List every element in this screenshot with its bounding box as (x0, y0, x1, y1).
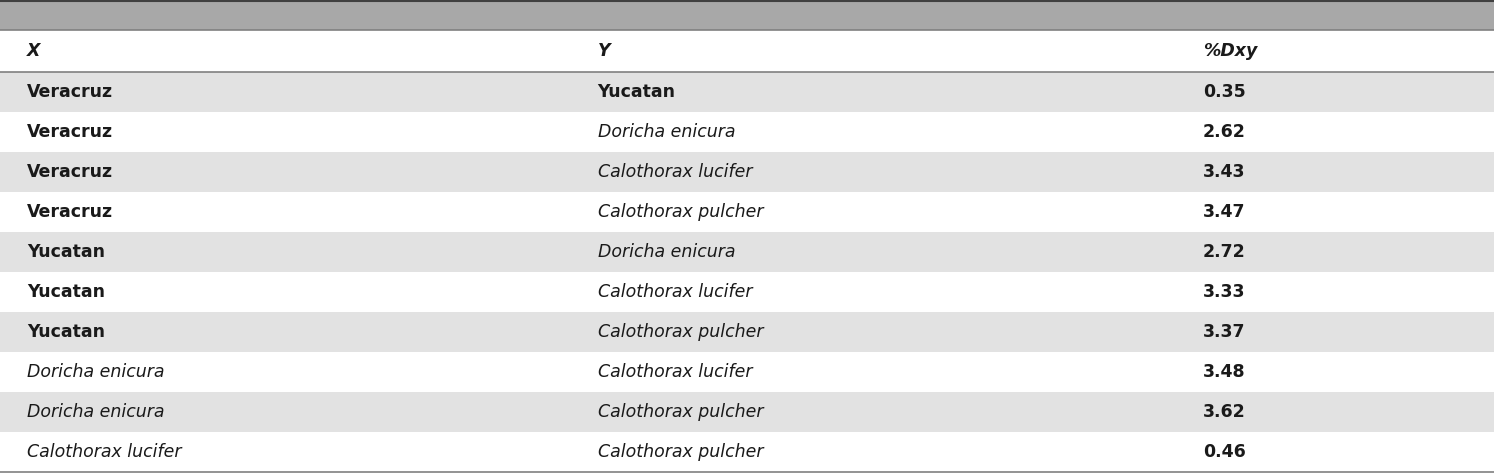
Text: Y: Y (598, 42, 610, 60)
Text: 3.62: 3.62 (1203, 403, 1246, 421)
Text: Calothorax lucifer: Calothorax lucifer (27, 443, 181, 461)
Text: Yucatan: Yucatan (598, 83, 675, 101)
Text: Doricha enicura: Doricha enicura (27, 403, 164, 421)
Text: Calothorax lucifer: Calothorax lucifer (598, 163, 751, 181)
Text: Calothorax pulcher: Calothorax pulcher (598, 203, 763, 221)
Bar (0, 0, 1494, 30)
Text: 3.43: 3.43 (1203, 163, 1245, 181)
Text: Calothorax lucifer: Calothorax lucifer (598, 283, 751, 301)
Text: Calothorax lucifer: Calothorax lucifer (598, 363, 751, 381)
Bar (0, 152, 1494, 192)
Text: 3.37: 3.37 (1203, 323, 1245, 341)
Text: Veracruz: Veracruz (27, 203, 114, 221)
Bar (0, 432, 1494, 472)
Text: Yucatan: Yucatan (27, 243, 105, 261)
Text: Veracruz: Veracruz (27, 123, 114, 141)
Bar (0, 232, 1494, 272)
Text: X: X (27, 42, 40, 60)
Bar (0, 192, 1494, 232)
Text: 2.72: 2.72 (1203, 243, 1246, 261)
Text: 3.33: 3.33 (1203, 283, 1245, 301)
Text: Veracruz: Veracruz (27, 83, 114, 101)
Bar (0, 30, 1494, 72)
Text: 0.46: 0.46 (1203, 443, 1246, 461)
Text: Veracruz: Veracruz (27, 163, 114, 181)
Bar (0, 312, 1494, 352)
Text: Doricha enicura: Doricha enicura (27, 363, 164, 381)
Text: Yucatan: Yucatan (27, 283, 105, 301)
Text: Calothorax pulcher: Calothorax pulcher (598, 323, 763, 341)
Text: 3.48: 3.48 (1203, 363, 1246, 381)
Bar (0, 392, 1494, 432)
Bar (0, 112, 1494, 152)
Text: Doricha enicura: Doricha enicura (598, 123, 735, 141)
Text: 2.62: 2.62 (1203, 123, 1246, 141)
Text: Yucatan: Yucatan (27, 323, 105, 341)
Text: Calothorax pulcher: Calothorax pulcher (598, 403, 763, 421)
Text: 3.47: 3.47 (1203, 203, 1245, 221)
Text: 0.35: 0.35 (1203, 83, 1246, 101)
Bar (0, 72, 1494, 112)
Text: Calothorax pulcher: Calothorax pulcher (598, 443, 763, 461)
Bar (0, 352, 1494, 392)
Text: Doricha enicura: Doricha enicura (598, 243, 735, 261)
Text: %Dxy: %Dxy (1203, 42, 1256, 60)
Bar (0, 272, 1494, 312)
